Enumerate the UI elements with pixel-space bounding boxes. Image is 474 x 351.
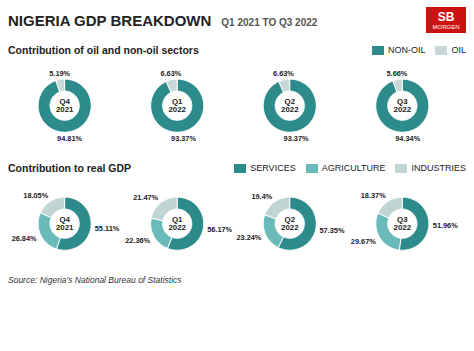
svg-text:18.37%: 18.37% bbox=[361, 191, 386, 200]
html-text:MORGEN: MORGEN bbox=[432, 23, 460, 30]
svg-text:Q32022: Q32022 bbox=[394, 97, 412, 114]
svg-text:94.81%: 94.81% bbox=[57, 134, 82, 143]
svg-text:23.24%: 23.24% bbox=[236, 234, 261, 243]
svg-text:93.37%: 93.37% bbox=[284, 134, 309, 143]
svg-text:29.67%: 29.67% bbox=[351, 237, 376, 246]
html-text:INDUSTRIES: INDUSTRIES bbox=[411, 163, 466, 174]
svg-text:55.11%: 55.11% bbox=[95, 224, 120, 233]
svg-text:56.17%: 56.17% bbox=[207, 225, 232, 234]
svg-text:Q12022: Q12022 bbox=[168, 97, 186, 114]
svg-text:94.34%: 94.34% bbox=[395, 134, 420, 143]
html-text:NIGERIA GDP BREAKDOWN: NIGERIA GDP BREAKDOWN bbox=[8, 11, 212, 29]
svg-text:Q42021: Q42021 bbox=[56, 216, 74, 233]
html-text:AGRICULTURE: AGRICULTURE bbox=[321, 163, 386, 174]
svg-text:Q12022: Q12022 bbox=[168, 216, 186, 233]
svg-text:Q22022: Q22022 bbox=[281, 216, 299, 233]
svg-text:5.66%: 5.66% bbox=[386, 69, 407, 78]
html-text:Contribution of oil and non-oi: Contribution of oil and non-oil sectors bbox=[8, 44, 199, 56]
svg-text:22.36%: 22.36% bbox=[125, 236, 150, 245]
svg-text:26.84%: 26.84% bbox=[12, 234, 37, 243]
html-text:Q1 2021 TO Q3 2022: Q1 2021 TO Q3 2022 bbox=[221, 16, 318, 28]
svg-text:5.19%: 5.19% bbox=[49, 69, 70, 78]
svg-text:6.63%: 6.63% bbox=[160, 69, 181, 78]
svg-text:19.4%: 19.4% bbox=[251, 192, 272, 201]
html-text:NON-OIL: NON-OIL bbox=[388, 45, 426, 55]
html-text:SB: SB bbox=[437, 9, 455, 24]
html-text:SERVICES: SERVICES bbox=[250, 163, 296, 174]
svg-text:6.63%: 6.63% bbox=[273, 69, 294, 78]
svg-text:Q42021: Q42021 bbox=[56, 97, 74, 114]
svg-text:Q22022: Q22022 bbox=[281, 97, 299, 114]
svg-text:21.47%: 21.47% bbox=[133, 193, 158, 202]
html-text:OIL: OIL bbox=[451, 45, 466, 55]
svg-text:57.35%: 57.35% bbox=[319, 226, 344, 235]
svg-text:93.37%: 93.37% bbox=[171, 134, 196, 143]
svg-text:51.96%: 51.96% bbox=[433, 221, 458, 230]
svg-text:18.05%: 18.05% bbox=[23, 191, 48, 200]
html-text:Contribution to real GDP: Contribution to real GDP bbox=[8, 162, 132, 175]
svg-text:Q32022: Q32022 bbox=[394, 216, 412, 233]
html-text:Source: Nigeria's National Bur: Source: Nigeria's National Bureau of Sta… bbox=[8, 274, 182, 285]
